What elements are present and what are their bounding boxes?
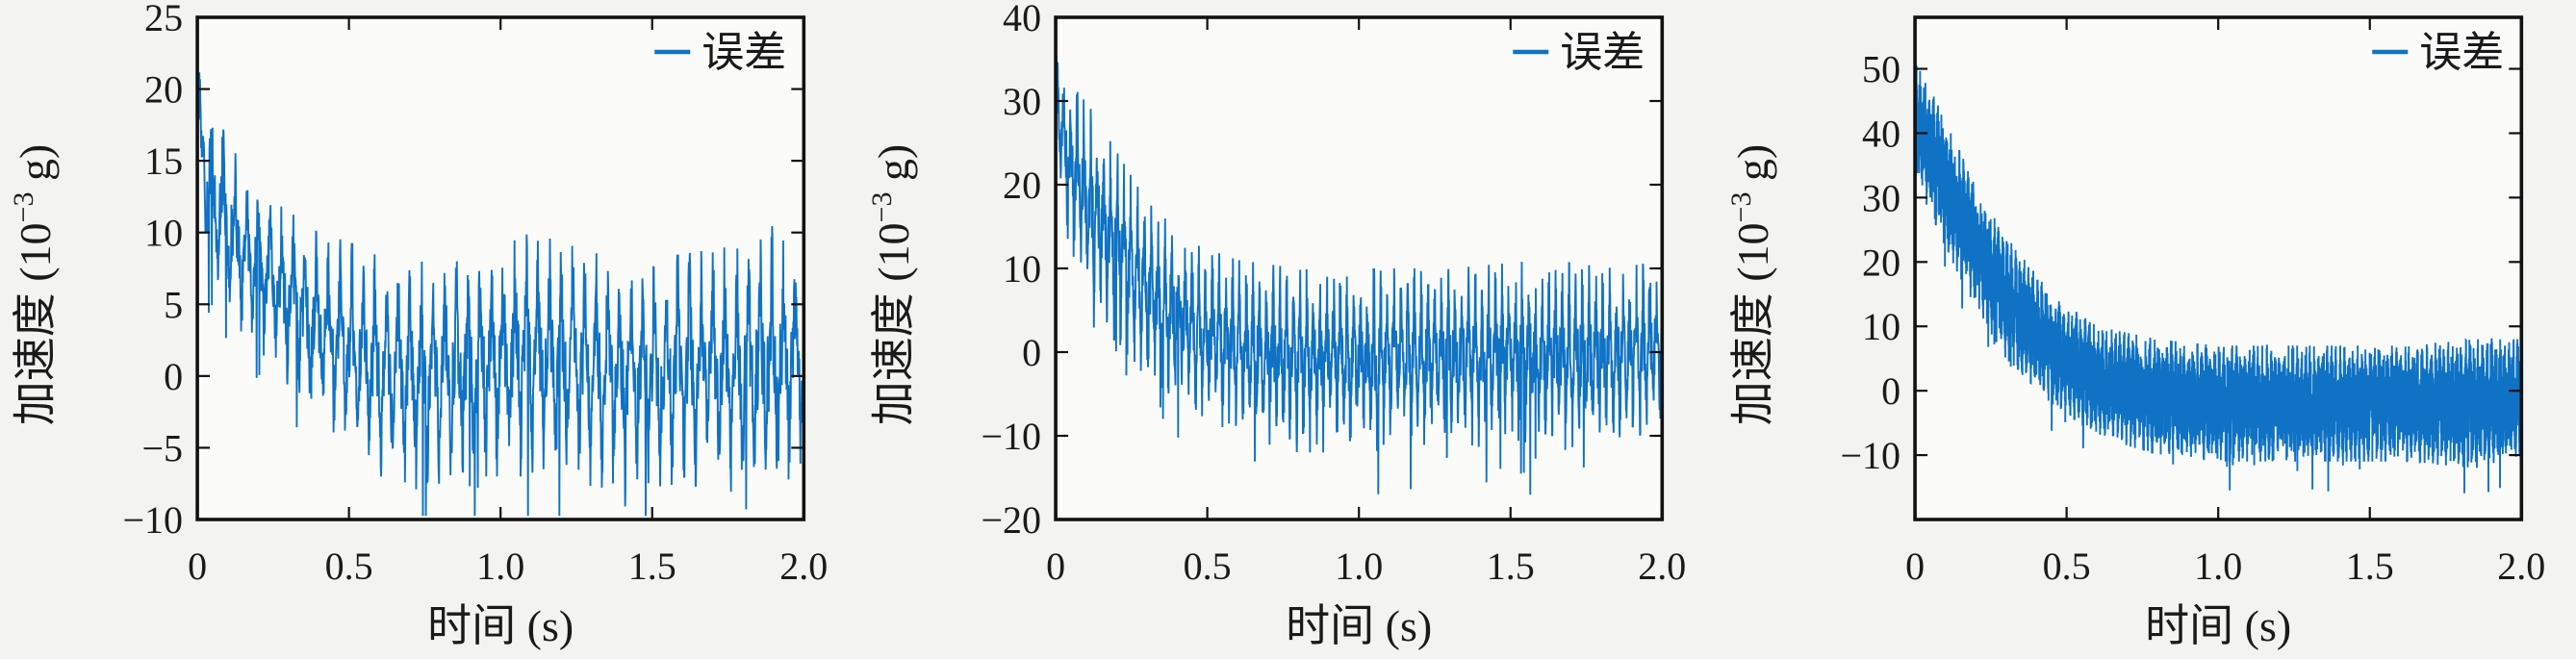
y-tick-label: 0 bbox=[1022, 331, 1041, 374]
x-tick-label: 0.5 bbox=[2042, 545, 2090, 588]
y-tick-label: 30 bbox=[1003, 80, 1041, 123]
x-tick-label: 1.5 bbox=[2345, 545, 2393, 588]
y-axis-label: 加速度 (10−3 g) bbox=[8, 144, 60, 426]
legend-label: 误差 bbox=[701, 29, 786, 76]
y-tick-label: −20 bbox=[982, 498, 1042, 542]
error-series-line bbox=[1055, 42, 1664, 495]
error-series-line bbox=[1913, 62, 2522, 494]
y-tick-label: 20 bbox=[1003, 164, 1041, 207]
x-tick-label: 1.5 bbox=[1487, 545, 1535, 588]
x-tick-label: 2.0 bbox=[779, 545, 828, 588]
x-axis-label: 时间 (s) bbox=[2145, 601, 2291, 650]
y-axis-label: 加速度 (10−3 g) bbox=[866, 144, 918, 426]
y-tick-label: −10 bbox=[122, 498, 183, 542]
x-tick-label: 0.5 bbox=[1184, 545, 1232, 588]
y-tick-label: 10 bbox=[1003, 247, 1041, 291]
y-tick-label: 20 bbox=[1862, 241, 1900, 284]
axes-frame bbox=[195, 15, 806, 521]
axes-frame bbox=[1912, 15, 2523, 521]
x-tick-label: 1.5 bbox=[628, 545, 676, 588]
subplot-error-1: 0 0.5 1.0 1.5 2.0 −10 −5 0 5 10 15 20 25 时间 (s) 加速度 (1… bbox=[8, 0, 828, 650]
y-tick-label: −10 bbox=[982, 415, 1042, 458]
error-series-line bbox=[196, 67, 805, 517]
axes-face bbox=[197, 17, 804, 520]
x-tick-label: 0 bbox=[1905, 545, 1925, 588]
y-tick-label: 50 bbox=[1862, 48, 1900, 91]
y-tick-label: −5 bbox=[141, 426, 183, 469]
y-tick-label: 10 bbox=[1862, 305, 1900, 348]
y-tick-label: 5 bbox=[164, 283, 183, 326]
x-axis-label: 时间 (s) bbox=[427, 601, 574, 650]
x-tick-label: 1.0 bbox=[1336, 545, 1384, 588]
y-tick-label: 0 bbox=[164, 355, 183, 398]
x-axis-label: 时间 (s) bbox=[1286, 601, 1432, 650]
y-tick-label: 20 bbox=[144, 68, 183, 112]
y-tick-label: −10 bbox=[1840, 434, 1900, 477]
x-tick-label: 2.0 bbox=[2497, 545, 2545, 588]
legend-label: 误差 bbox=[2419, 29, 2504, 76]
y-axis-label: 加速度 (10−3 g) bbox=[1725, 144, 1777, 426]
axes-frame bbox=[1054, 15, 1665, 521]
axes-face bbox=[1056, 17, 1663, 520]
y-tick-label: 0 bbox=[1881, 369, 1900, 413]
x-tick-label: 1.0 bbox=[476, 545, 524, 588]
y-tick-label: 40 bbox=[1862, 112, 1900, 155]
x-tick-label: 0 bbox=[188, 545, 207, 588]
y-tick-label: 10 bbox=[144, 212, 183, 255]
x-tick-label: 0 bbox=[1046, 545, 1065, 588]
y-tick-label: 30 bbox=[1862, 176, 1900, 219]
subplot-error-3: 0 0.5 1.0 1.5 2.0 −10 0 10 20 30 40 50 时间 (s) 加速度 (10… bbox=[1725, 15, 2545, 650]
legend-label: 误差 bbox=[1561, 29, 1645, 76]
x-tick-label: 2.0 bbox=[1639, 545, 1687, 588]
y-tick-label: 15 bbox=[144, 139, 183, 183]
x-tick-label: 0.5 bbox=[325, 545, 373, 588]
x-tick-label: 1.0 bbox=[2194, 545, 2242, 588]
subplot-error-2: 0 0.5 1.0 1.5 2.0 −20 −10 0 10 20 30 40 时间 (s) 加速度 (1… bbox=[866, 0, 1687, 650]
y-tick-label: 40 bbox=[1003, 0, 1041, 39]
y-tick-label: 25 bbox=[144, 0, 183, 39]
